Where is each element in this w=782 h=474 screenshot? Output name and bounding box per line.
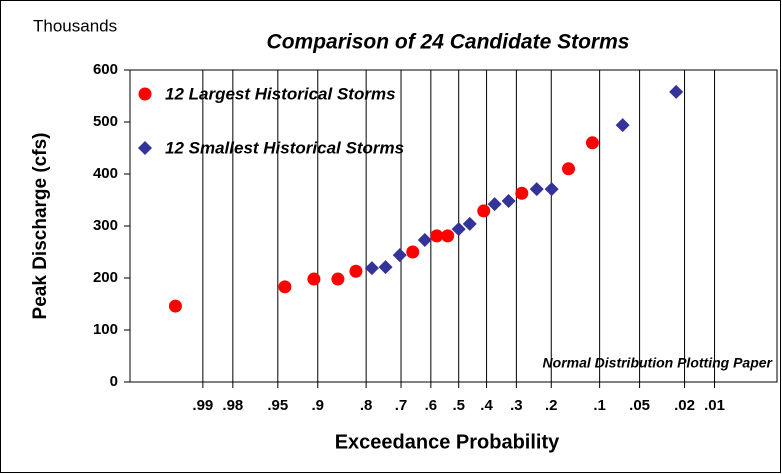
y-tick-label: 200 bbox=[93, 269, 118, 286]
y-tick-label: 100 bbox=[93, 321, 118, 338]
annotation: Normal Distribution Plotting Paper bbox=[543, 355, 774, 371]
x-tick-label: .7 bbox=[395, 397, 408, 414]
legend-label: 12 Smallest Historical Storms bbox=[165, 138, 404, 157]
x-tick-label: .6 bbox=[425, 397, 438, 414]
y-axis-label: Peak Discharge (cfs) bbox=[30, 133, 51, 320]
y-tick-label: 500 bbox=[93, 113, 118, 130]
data-point bbox=[331, 272, 345, 286]
plot-frame bbox=[129, 69, 778, 383]
x-tick-label: .9 bbox=[312, 397, 325, 414]
data-point bbox=[417, 233, 432, 248]
data-point bbox=[501, 194, 516, 209]
x-tick-label: .1 bbox=[593, 397, 606, 414]
x-tick-label: .4 bbox=[480, 397, 493, 414]
data-point bbox=[441, 229, 455, 243]
y-tick-label: 600 bbox=[93, 61, 118, 78]
data-point bbox=[669, 84, 684, 99]
data-point bbox=[364, 261, 379, 276]
x-tick-label: .02 bbox=[674, 397, 695, 414]
data-point bbox=[392, 248, 407, 263]
data-point bbox=[585, 136, 599, 150]
x-tick-label: .3 bbox=[510, 397, 523, 414]
data-point bbox=[515, 186, 529, 200]
x-tick-label: .8 bbox=[360, 397, 373, 414]
data-point bbox=[451, 222, 466, 237]
x-axis-label: Exceedance Probability bbox=[335, 431, 560, 453]
y-unit-label: Thousands bbox=[33, 16, 117, 35]
y-tick-label: 300 bbox=[93, 217, 118, 234]
x-tick-label: .05 bbox=[629, 397, 650, 414]
legend-marker bbox=[138, 87, 152, 101]
y-tick-label: 0 bbox=[110, 373, 118, 390]
data-point bbox=[430, 229, 444, 243]
x-tick-label: .95 bbox=[267, 397, 288, 414]
data-point bbox=[477, 204, 491, 218]
data-point bbox=[615, 118, 630, 133]
x-tick-label: .98 bbox=[222, 397, 243, 414]
data-point bbox=[307, 272, 321, 286]
data-point bbox=[349, 264, 363, 278]
legend-label: 12 Largest Historical Storms bbox=[165, 84, 396, 103]
data-point bbox=[544, 182, 559, 197]
legend-marker bbox=[138, 141, 152, 155]
x-tick-label: .99 bbox=[192, 397, 213, 414]
y-tick-label: 400 bbox=[93, 165, 118, 182]
data-point bbox=[562, 162, 576, 176]
data-point bbox=[168, 299, 182, 313]
data-point bbox=[529, 182, 544, 197]
x-tick-label: .01 bbox=[704, 397, 725, 414]
x-tick-label: .2 bbox=[545, 397, 558, 414]
chart-title: Comparison of 24 Candidate Storms bbox=[267, 31, 630, 54]
data-point bbox=[462, 216, 477, 231]
data-point bbox=[406, 245, 420, 259]
data-point bbox=[278, 280, 292, 294]
x-tick-label: .5 bbox=[452, 397, 465, 414]
data-point bbox=[487, 197, 502, 212]
data-point bbox=[378, 260, 393, 275]
